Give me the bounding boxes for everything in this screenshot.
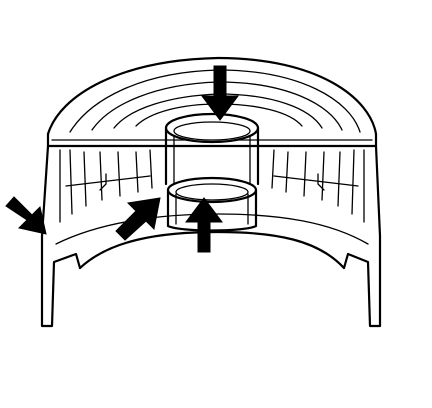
arrow-left [5,196,47,235]
callout-arrows [5,65,239,253]
arrow-bottom [185,197,223,253]
arrow-center-left [115,197,161,241]
inner-cup [164,112,260,232]
ribbed-frame [59,149,365,223]
arrow-top [201,65,239,121]
